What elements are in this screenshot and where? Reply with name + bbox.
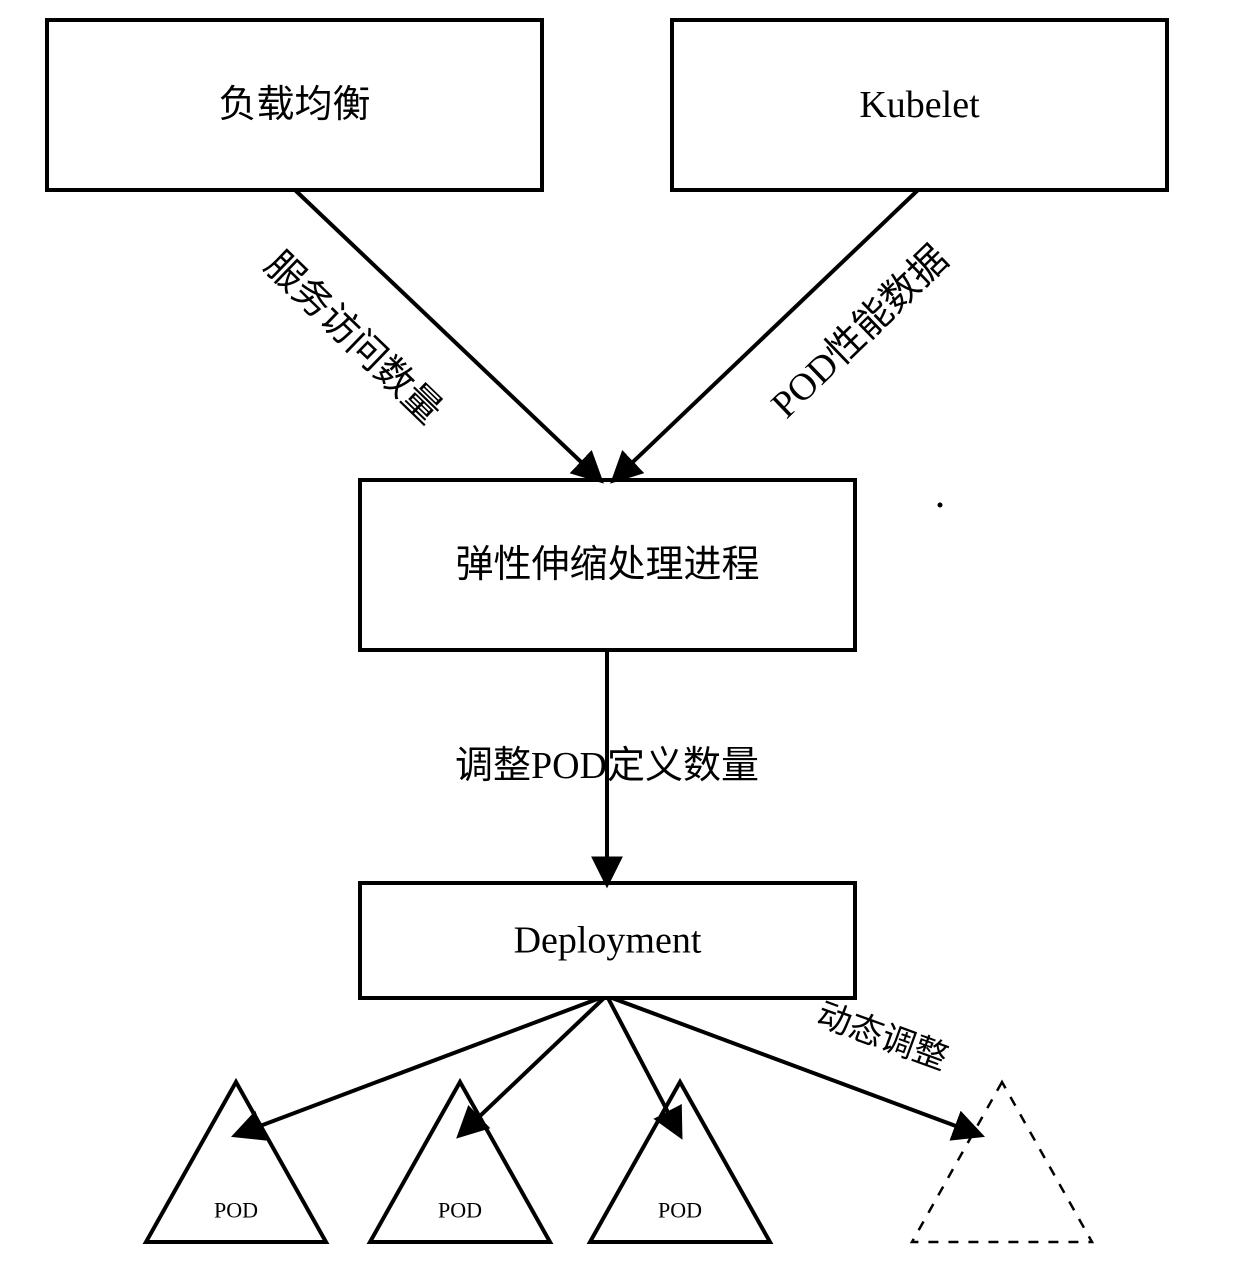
edge-deploy-to-pod2-line [460, 998, 604, 1135]
pod-pod1: POD [146, 1082, 326, 1242]
diagram-canvas: 负载均衡 Kubelet 弹性伸缩处理进程 Deployment 服务访问数量 POD性能… [0, 0, 1240, 1267]
pod-pod2-label: POD [438, 1198, 482, 1223]
node-kubelet-label: Kubelet [859, 84, 980, 126]
pod-pod4-triangle [912, 1082, 1092, 1242]
edge-auto-to-deploy-label: 调整POD定义数量 [455, 745, 759, 787]
edge-auto-to-deploy: 调整POD定义数量 [455, 650, 759, 883]
node-deployment: Deployment [360, 883, 855, 998]
node-autoscaler: 弹性伸缩处理进程 [360, 480, 855, 650]
pod-pod4 [912, 1082, 1092, 1242]
node-autoscaler-label: 弹性伸缩处理进程 [455, 544, 759, 586]
pod-pod1-label: POD [214, 1198, 258, 1223]
pod-pod3-label: POD [658, 1198, 702, 1223]
edge-lb-to-auto-label: 服务访问数量 [256, 244, 449, 433]
edge-kubelet-to-auto-label: POD性能数据 [763, 238, 956, 427]
pod-pod2: POD [370, 1082, 550, 1242]
edge-deploy-to-pod2 [460, 998, 604, 1135]
node-load-balancer: 负载均衡 [47, 20, 542, 190]
node-kubelet: Kubelet [672, 20, 1167, 190]
edge-deploy-to-pod4-label: 动态调整 [812, 995, 953, 1077]
stray-dot [938, 503, 943, 508]
edge-lb-to-auto: 服务访问数量 [256, 190, 600, 480]
pod-pod3: POD [590, 1082, 770, 1242]
edge-deploy-to-pod1-line [236, 998, 600, 1135]
node-deployment-label: Deployment [514, 920, 702, 962]
edge-kubelet-to-auto: POD性能数据 [614, 190, 957, 480]
node-load-balancer-label: 负载均衡 [218, 84, 370, 126]
edge-deploy-to-pod1 [236, 998, 600, 1135]
